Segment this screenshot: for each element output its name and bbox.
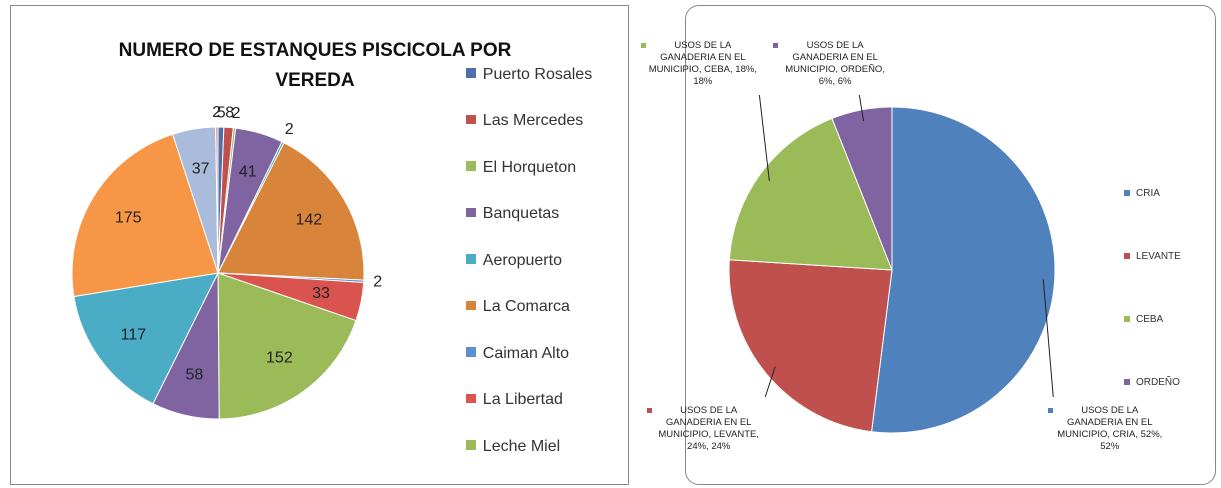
data-label: 37 <box>192 161 210 178</box>
pie-slice <box>217 142 365 281</box>
leader-line <box>758 94 770 181</box>
legend-marker <box>1124 252 1130 259</box>
data-label: USOS DE LA GANADERIA EN EL MUNICIPIO, CE… <box>648 40 757 87</box>
legend-marker <box>1124 378 1130 385</box>
data-label: 175 <box>115 210 142 227</box>
legend-marker <box>466 254 476 264</box>
legend-marker <box>466 440 476 450</box>
data-label: USOS DE LA GANADERIA EN EL MUNICIPIO, LE… <box>658 405 760 452</box>
pie-slice <box>728 259 893 433</box>
data-label: 41 <box>239 163 257 180</box>
legend-label: CEBA <box>1136 313 1164 325</box>
leader-line <box>1042 279 1054 398</box>
data-label: 2 <box>285 121 294 138</box>
legend-label: Caiman Alto <box>482 344 570 362</box>
legend-label: LEVANTE <box>1136 250 1181 262</box>
label-marker <box>773 43 779 48</box>
legend-marker <box>1124 315 1130 322</box>
legend-label: Aeropuerto <box>482 251 562 269</box>
pie-slice <box>217 272 357 420</box>
legend-label: Las Mercedes <box>482 112 584 130</box>
label-marker <box>646 408 652 413</box>
legend-marker <box>466 393 476 404</box>
data-label: 117 <box>121 327 147 344</box>
data-label: 8 <box>225 105 234 122</box>
data-label: 142 <box>296 211 323 228</box>
legend-marker <box>466 300 476 311</box>
legend-marker <box>466 207 476 218</box>
data-label: USOS DE LA GANADERIA EN EL MUNICIPIO, OR… <box>785 40 885 87</box>
legend-label: El Horqueton <box>482 158 577 176</box>
legend-label: ORDEÑO <box>1136 376 1180 388</box>
chart-frame <box>10 5 629 485</box>
legend-marker <box>466 347 476 357</box>
data-label: 33 <box>312 285 330 302</box>
pie-slice <box>728 117 893 271</box>
label-marker <box>640 43 646 48</box>
data-label: 58 <box>185 367 203 384</box>
label-marker <box>1047 408 1053 413</box>
pie-slice <box>73 272 219 405</box>
legend-label: Banquetas <box>482 205 560 223</box>
legend-label: Leche Miel <box>482 437 561 455</box>
legend-label: La Comarca <box>482 298 570 316</box>
legend-marker <box>1124 189 1130 196</box>
leader-line <box>858 94 865 122</box>
leader-line <box>764 366 776 398</box>
data-label: USOS DE LA GANADERIA EN EL MUNICIPIO, CR… <box>1057 405 1163 452</box>
data-label: 152 <box>266 350 293 367</box>
legend-label: CRIA <box>1136 187 1160 199</box>
chart-title: NUMERO DE ESTANQUES PISCICOLA POR VEREDA <box>118 40 512 91</box>
data-label: 2 <box>212 104 221 121</box>
legend-marker <box>466 68 476 78</box>
legend-marker <box>466 161 476 171</box>
chart-frame <box>685 5 1216 485</box>
pie-slice <box>71 133 219 298</box>
data-label: 2 <box>232 105 241 122</box>
pie-slice <box>871 106 1056 434</box>
legend-marker <box>466 114 476 125</box>
data-label: 5 <box>217 104 226 121</box>
data-label: 2 <box>373 273 382 290</box>
pie-slice <box>215 126 219 274</box>
legend-label: Puerto Rosales <box>482 65 593 83</box>
legend-label: La Libertad <box>482 391 563 409</box>
